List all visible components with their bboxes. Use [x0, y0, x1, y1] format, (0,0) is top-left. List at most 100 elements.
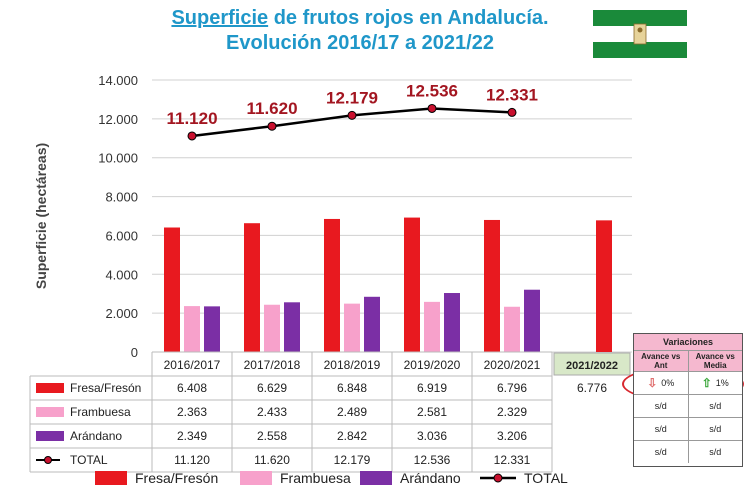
variacion-value: 1% — [715, 378, 729, 388]
y-tick-label: 10.000 — [98, 151, 138, 166]
y-tick-label: 14.000 — [98, 73, 138, 88]
table-cell-value: 2.329 — [497, 405, 527, 419]
table-cell-value: 2.433 — [257, 405, 287, 419]
table-cell-value: 6.796 — [497, 381, 527, 395]
table-cell-value: 6.776 — [577, 381, 607, 395]
legend-label: TOTAL — [524, 470, 568, 486]
bar-frambuesa — [504, 306, 520, 352]
bar-fresafresn — [484, 219, 500, 352]
table-cell-value: 12.331 — [494, 453, 531, 467]
variaciones-title: Variaciones — [634, 334, 742, 351]
table-cell-value: 12.179 — [334, 453, 371, 467]
variacion-value: 0% — [661, 378, 675, 388]
total-data-label: 12.179 — [326, 88, 378, 107]
variacion-value: s/d — [654, 401, 667, 411]
table-row-label: Frambuesa — [70, 405, 131, 419]
title-rest: de frutos rojos en Andalucía. — [268, 7, 549, 29]
variaciones-col1: Avance vs Ant — [634, 351, 688, 371]
andalucia-flag-icon — [593, 10, 687, 58]
variacion-value: s/d — [687, 395, 743, 417]
x-tick-label: 2016/2017 — [164, 358, 221, 372]
table-row-label: TOTAL — [70, 453, 108, 467]
bar-fresafresn — [164, 227, 180, 352]
legend-label: Arándano — [400, 470, 461, 486]
bar-frambuesa — [344, 303, 360, 352]
variacion-value: s/d — [654, 424, 667, 434]
bar-arndano — [204, 306, 220, 352]
total-marker — [267, 121, 277, 131]
arrow-down-icon: ⇩ — [647, 376, 658, 390]
table-cell-value: 12.536 — [414, 453, 451, 467]
legend-swatch — [95, 471, 127, 485]
total-data-label: 11.620 — [246, 99, 297, 118]
y-tick-label: 0 — [131, 345, 138, 360]
table-cell-value: 2.581 — [417, 405, 447, 419]
table-row-label: Arándano — [70, 429, 122, 443]
variacion-value: s/d — [654, 447, 667, 457]
y-tick-label: 12.000 — [98, 112, 138, 127]
y-tick-label: 6.000 — [105, 228, 138, 243]
chart-title: Superficie de frutos rojos en Andalucía.… — [0, 6, 720, 56]
total-data-label: 11.120 — [166, 109, 217, 128]
table-cell-value: 2.842 — [337, 429, 367, 443]
x-tick-label: 2018/2019 — [324, 358, 381, 372]
arrow-up-icon: ⇧ — [701, 376, 712, 390]
legend-marker — [493, 473, 503, 483]
table-cell-value: 6.848 — [337, 381, 367, 395]
table-cell-value: 6.629 — [257, 381, 287, 395]
title-underlined: Superficie — [171, 7, 269, 29]
legend-label: Frambuesa — [280, 470, 351, 486]
y-axis-label: Superficie (hectáreas) — [33, 143, 49, 289]
table-cell-value: 6.919 — [417, 381, 447, 395]
variacion-value: s/d — [687, 441, 743, 463]
bar-fresafresn — [244, 223, 260, 352]
bar-arndano — [284, 302, 300, 352]
total-data-label: 12.536 — [406, 81, 458, 100]
table-legend-swatch — [36, 383, 64, 393]
table-legend-swatch — [36, 407, 64, 417]
highlight-cell — [553, 352, 631, 376]
variaciones-box: Variaciones Avance vs Ant Avance vs Medi… — [633, 333, 743, 467]
title-line2: Evolución 2016/17 a 2021/22 — [226, 32, 494, 54]
table-legend-marker — [44, 456, 52, 464]
table-cell-value: 11.620 — [254, 453, 290, 467]
legend-swatch — [240, 471, 272, 485]
table-cell-value: 2.489 — [337, 405, 367, 419]
table-cell-value: 11.120 — [174, 453, 210, 467]
legend-swatch — [360, 471, 392, 485]
bar-fresafresn — [596, 220, 612, 352]
variaciones-row-fresa: ⇩ 0% ⇧ 1% — [634, 372, 742, 395]
bar-frambuesa — [264, 304, 280, 352]
total-marker — [507, 107, 517, 117]
total-marker — [187, 131, 197, 141]
y-tick-label: 4.000 — [105, 267, 138, 282]
y-tick-label: 8.000 — [105, 190, 138, 205]
table-legend-swatch — [36, 431, 64, 441]
variaciones-row-total: s/d s/d — [634, 441, 742, 463]
variaciones-row-frambuesa: s/d s/d — [634, 395, 742, 418]
x-tick-label: 2021/2022 — [566, 360, 618, 372]
total-marker — [427, 103, 437, 113]
x-tick-label: 2019/2020 — [404, 358, 461, 372]
x-tick-label: 2017/2018 — [244, 358, 301, 372]
table-cell-value: 3.036 — [417, 429, 447, 443]
x-tick-label: 2020/2021 — [484, 358, 541, 372]
variaciones-col2: Avance vs Media — [687, 351, 742, 371]
bar-frambuesa — [184, 306, 200, 352]
variacion-value: s/d — [687, 418, 743, 440]
bar-arndano — [364, 296, 380, 352]
total-data-label: 12.331 — [486, 85, 538, 104]
table-cell-value: 3.206 — [497, 429, 527, 443]
y-tick-label: 2.000 — [105, 306, 138, 321]
bar-arndano — [524, 289, 540, 352]
variaciones-row-arandano: s/d s/d — [634, 418, 742, 441]
legend-label: Fresa/Fresón — [135, 470, 218, 486]
table-row-label: Fresa/Fresón — [70, 381, 141, 395]
bar-frambuesa — [424, 301, 440, 352]
bar-fresafresn — [404, 217, 420, 352]
table-cell-value: 2.349 — [177, 429, 207, 443]
bar-arndano — [444, 293, 460, 352]
bar-fresafresn — [324, 218, 340, 352]
table-cell-value: 2.558 — [257, 429, 287, 443]
table-cell-value: 6.408 — [177, 381, 207, 395]
